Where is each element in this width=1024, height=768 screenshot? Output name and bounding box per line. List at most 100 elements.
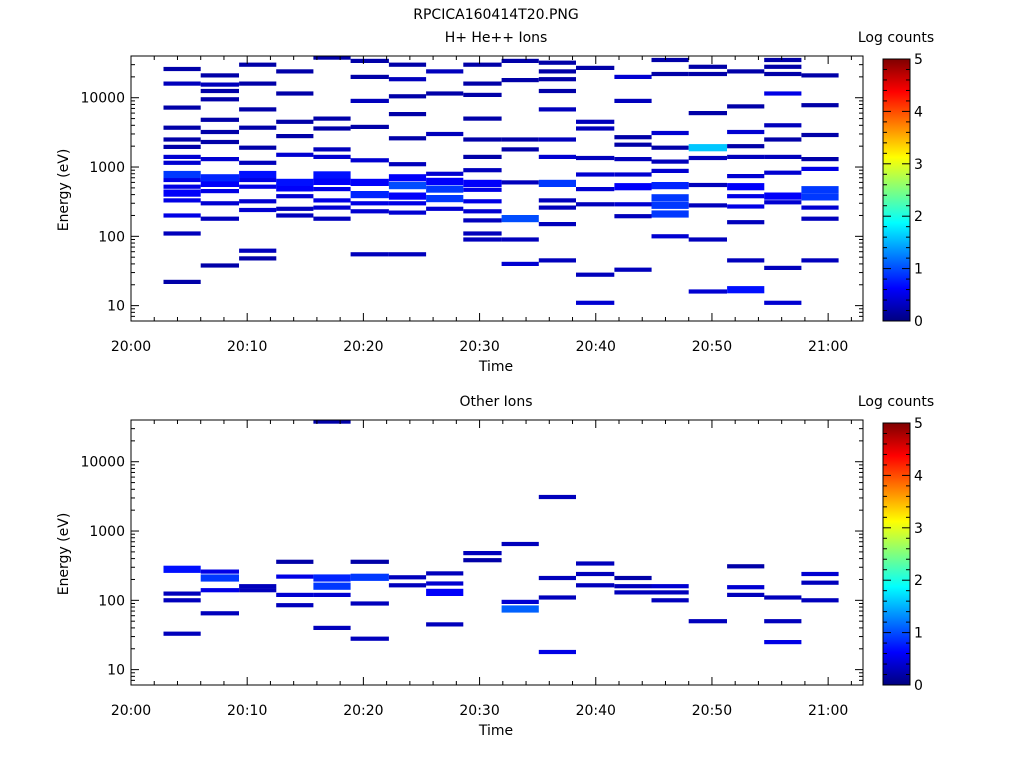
data-cell bbox=[688, 203, 727, 208]
data-cell bbox=[463, 231, 502, 236]
data-cell bbox=[501, 180, 539, 185]
data-cell bbox=[576, 119, 615, 124]
y-tick-label: 10 bbox=[107, 663, 125, 679]
data-cell bbox=[463, 199, 502, 204]
data-cell bbox=[501, 137, 539, 142]
data-cell bbox=[239, 256, 277, 261]
data-cell bbox=[801, 216, 839, 221]
data-cell bbox=[313, 154, 351, 159]
x-tick-label: 20:30 bbox=[459, 703, 499, 719]
data-cell bbox=[350, 98, 389, 103]
data-cell bbox=[801, 258, 839, 263]
data-cell bbox=[388, 201, 427, 206]
data-cell bbox=[801, 73, 839, 78]
colorbar-tick-label: 4 bbox=[914, 104, 923, 120]
data-cell bbox=[538, 137, 576, 142]
panel-other-ions: Other Ions Log counts Time Energy (eV) 1… bbox=[56, 394, 934, 739]
data-cell bbox=[727, 220, 765, 225]
data-cell bbox=[388, 77, 427, 82]
data-cell bbox=[163, 631, 201, 636]
data-cell bbox=[538, 494, 576, 500]
figure-title: RPCICA160414T20.PNG bbox=[413, 7, 578, 23]
data-cell bbox=[313, 198, 351, 203]
data-cell bbox=[426, 195, 464, 203]
data-cell bbox=[426, 588, 464, 596]
data-cell bbox=[764, 137, 802, 142]
data-cell bbox=[239, 584, 277, 589]
data-cell bbox=[501, 78, 539, 83]
data-cell bbox=[801, 580, 839, 585]
data-cell bbox=[163, 591, 201, 596]
data-cell bbox=[239, 145, 277, 150]
panel-h-he-ions: H+ He++ Ions Log counts Time Energy (eV)… bbox=[56, 30, 934, 375]
data-cell bbox=[163, 125, 201, 130]
data-cell bbox=[388, 136, 427, 141]
data-cell bbox=[764, 619, 802, 624]
data-cell bbox=[350, 201, 389, 206]
data-cell bbox=[163, 66, 201, 72]
x-axis-label: Time bbox=[478, 723, 513, 739]
colorbar-tick-label: 4 bbox=[914, 468, 923, 484]
data-cell bbox=[651, 57, 689, 63]
data-cell bbox=[651, 194, 689, 202]
data-cell bbox=[764, 170, 802, 175]
data-cell bbox=[426, 69, 464, 74]
data-cell bbox=[313, 592, 351, 597]
data-cell bbox=[801, 166, 839, 171]
data-cell bbox=[538, 595, 576, 600]
x-tick-label: 20:10 bbox=[227, 703, 267, 719]
data-cell bbox=[463, 116, 502, 121]
data-cell bbox=[801, 132, 839, 138]
data-cell bbox=[651, 159, 689, 164]
data-cell bbox=[163, 154, 201, 159]
data-cell bbox=[614, 575, 652, 581]
data-cell bbox=[463, 154, 502, 159]
x-tick-label: 20:40 bbox=[576, 339, 616, 355]
data-cell bbox=[727, 194, 765, 199]
colorbar-tick-label: 1 bbox=[914, 262, 923, 278]
data-cell bbox=[388, 583, 427, 588]
data-cell bbox=[727, 258, 765, 263]
data-cell bbox=[538, 107, 576, 112]
data-cell bbox=[313, 171, 351, 179]
data-cell bbox=[276, 134, 314, 139]
data-cell bbox=[200, 174, 239, 182]
data-cell bbox=[239, 170, 277, 179]
data-cell bbox=[764, 154, 802, 159]
colorbar-tick-label: 2 bbox=[914, 573, 923, 589]
colorbar-tick-label: 5 bbox=[914, 416, 923, 432]
data-cell bbox=[313, 55, 351, 60]
data-cell bbox=[463, 551, 502, 556]
data-cell bbox=[463, 62, 502, 67]
data-cell bbox=[426, 131, 464, 137]
x-tick-label: 20:20 bbox=[343, 703, 383, 719]
data-cell bbox=[576, 272, 615, 277]
data-cell bbox=[651, 210, 689, 218]
data-cell bbox=[614, 142, 652, 147]
data-cell bbox=[239, 184, 277, 189]
data-cell bbox=[538, 77, 576, 82]
data-cell bbox=[501, 215, 539, 223]
data-cell bbox=[239, 199, 277, 204]
data-cell bbox=[276, 91, 314, 96]
data-cell bbox=[239, 177, 277, 183]
data-cell bbox=[200, 129, 239, 135]
data-cell bbox=[276, 206, 314, 211]
y-tick-label: 1000 bbox=[89, 160, 125, 176]
x-tick-label: 21:00 bbox=[808, 339, 848, 355]
data-cell bbox=[614, 157, 652, 162]
x-axis-label: Time bbox=[478, 359, 513, 375]
data-cell bbox=[350, 191, 389, 199]
data-cell bbox=[200, 179, 239, 187]
data-cell bbox=[614, 74, 652, 79]
data-cell bbox=[313, 116, 351, 121]
colorbar-tick-label: 3 bbox=[914, 521, 923, 537]
data-cell bbox=[388, 252, 427, 257]
colorbar bbox=[883, 423, 910, 685]
data-cell bbox=[764, 57, 802, 63]
data-cell bbox=[501, 58, 539, 63]
data-cell bbox=[200, 201, 239, 206]
data-cell bbox=[576, 172, 615, 177]
data-cell bbox=[576, 126, 615, 131]
